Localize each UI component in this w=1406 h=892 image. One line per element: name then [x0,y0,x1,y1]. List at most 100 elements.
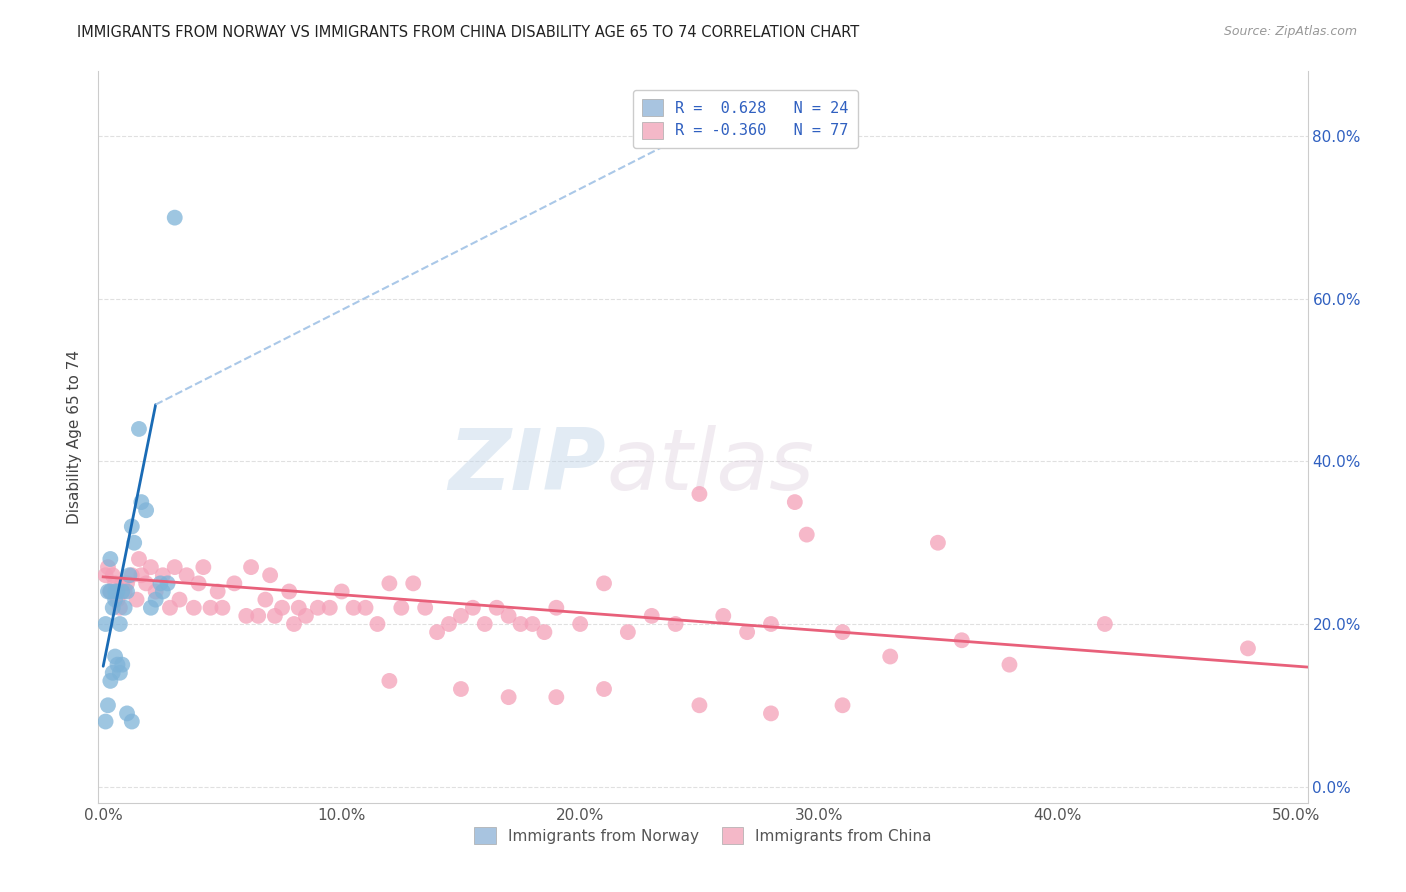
Text: Source: ZipAtlas.com: Source: ZipAtlas.com [1223,25,1357,38]
Point [711,608,734,623]
Point [998,657,1021,672]
Point [688,698,710,713]
Point [128,422,150,436]
Point [121,519,143,533]
Point [98,584,121,599]
Y-axis label: Disability Age 65 to 74: Disability Age 65 to 74 [67,350,83,524]
Point [224,576,246,591]
Point [135,576,157,591]
Point [522,617,544,632]
Point [101,568,124,582]
Point [111,657,134,672]
Point [319,600,342,615]
Point [125,592,148,607]
Point [94,568,117,582]
Point [121,568,143,582]
Point [107,592,129,607]
Point [389,600,412,615]
Text: atlas: atlas [606,425,814,508]
Point [783,495,806,509]
Point [450,608,472,623]
Legend: Immigrants from Norway, Immigrants from China: Immigrants from Norway, Immigrants from … [468,822,938,850]
Point [163,560,186,574]
Point [107,584,129,599]
Point [485,600,508,615]
Point [927,535,949,549]
Point [426,625,449,640]
Text: ZIP: ZIP [449,425,606,508]
Point [104,592,127,607]
Point [187,576,209,591]
Point [287,600,309,615]
Point [152,568,174,582]
Point [128,552,150,566]
Point [101,665,124,680]
Point [366,617,388,632]
Point [247,608,270,623]
Point [759,617,782,632]
Point [617,625,640,640]
Point [104,584,127,599]
Point [159,600,181,615]
Point [183,600,205,615]
Point [135,503,157,517]
Point [163,211,186,225]
Point [342,600,364,615]
Point [145,584,167,599]
Point [831,698,853,713]
Point [169,592,191,607]
Point [1237,641,1260,656]
Point [509,617,531,632]
Point [796,527,818,541]
Point [474,617,496,632]
Point [498,690,520,705]
Point [211,600,233,615]
Point [131,568,153,582]
Point [950,633,973,648]
Point [593,681,616,696]
Point [278,584,301,599]
Point [688,487,710,501]
Point [533,625,555,640]
Point [122,535,145,549]
Point [131,495,153,509]
Point [121,714,143,729]
Point [664,617,686,632]
Point [235,608,257,623]
Point [378,673,401,688]
Point [402,576,425,591]
Point [759,706,782,721]
Point [259,568,281,582]
Point [450,681,472,696]
Point [437,617,460,632]
Point [176,568,198,582]
Point [193,560,215,574]
Point [569,617,592,632]
Point [498,608,520,623]
Point [295,608,318,623]
Point [879,649,901,664]
Point [207,584,229,599]
Point [114,600,136,615]
Point [115,706,138,721]
Point [641,608,664,623]
Point [831,625,853,640]
Point [139,600,162,615]
Point [98,673,121,688]
Point [307,600,329,615]
Point [108,665,131,680]
Point [108,600,131,615]
Point [108,617,131,632]
Point [240,560,263,574]
Point [546,600,568,615]
Point [149,576,172,591]
Point [254,592,277,607]
Point [98,552,121,566]
Point [152,584,174,599]
Point [546,690,568,705]
Point [104,649,127,664]
Point [97,584,120,599]
Point [283,617,305,632]
Point [98,584,121,599]
Point [735,625,758,640]
